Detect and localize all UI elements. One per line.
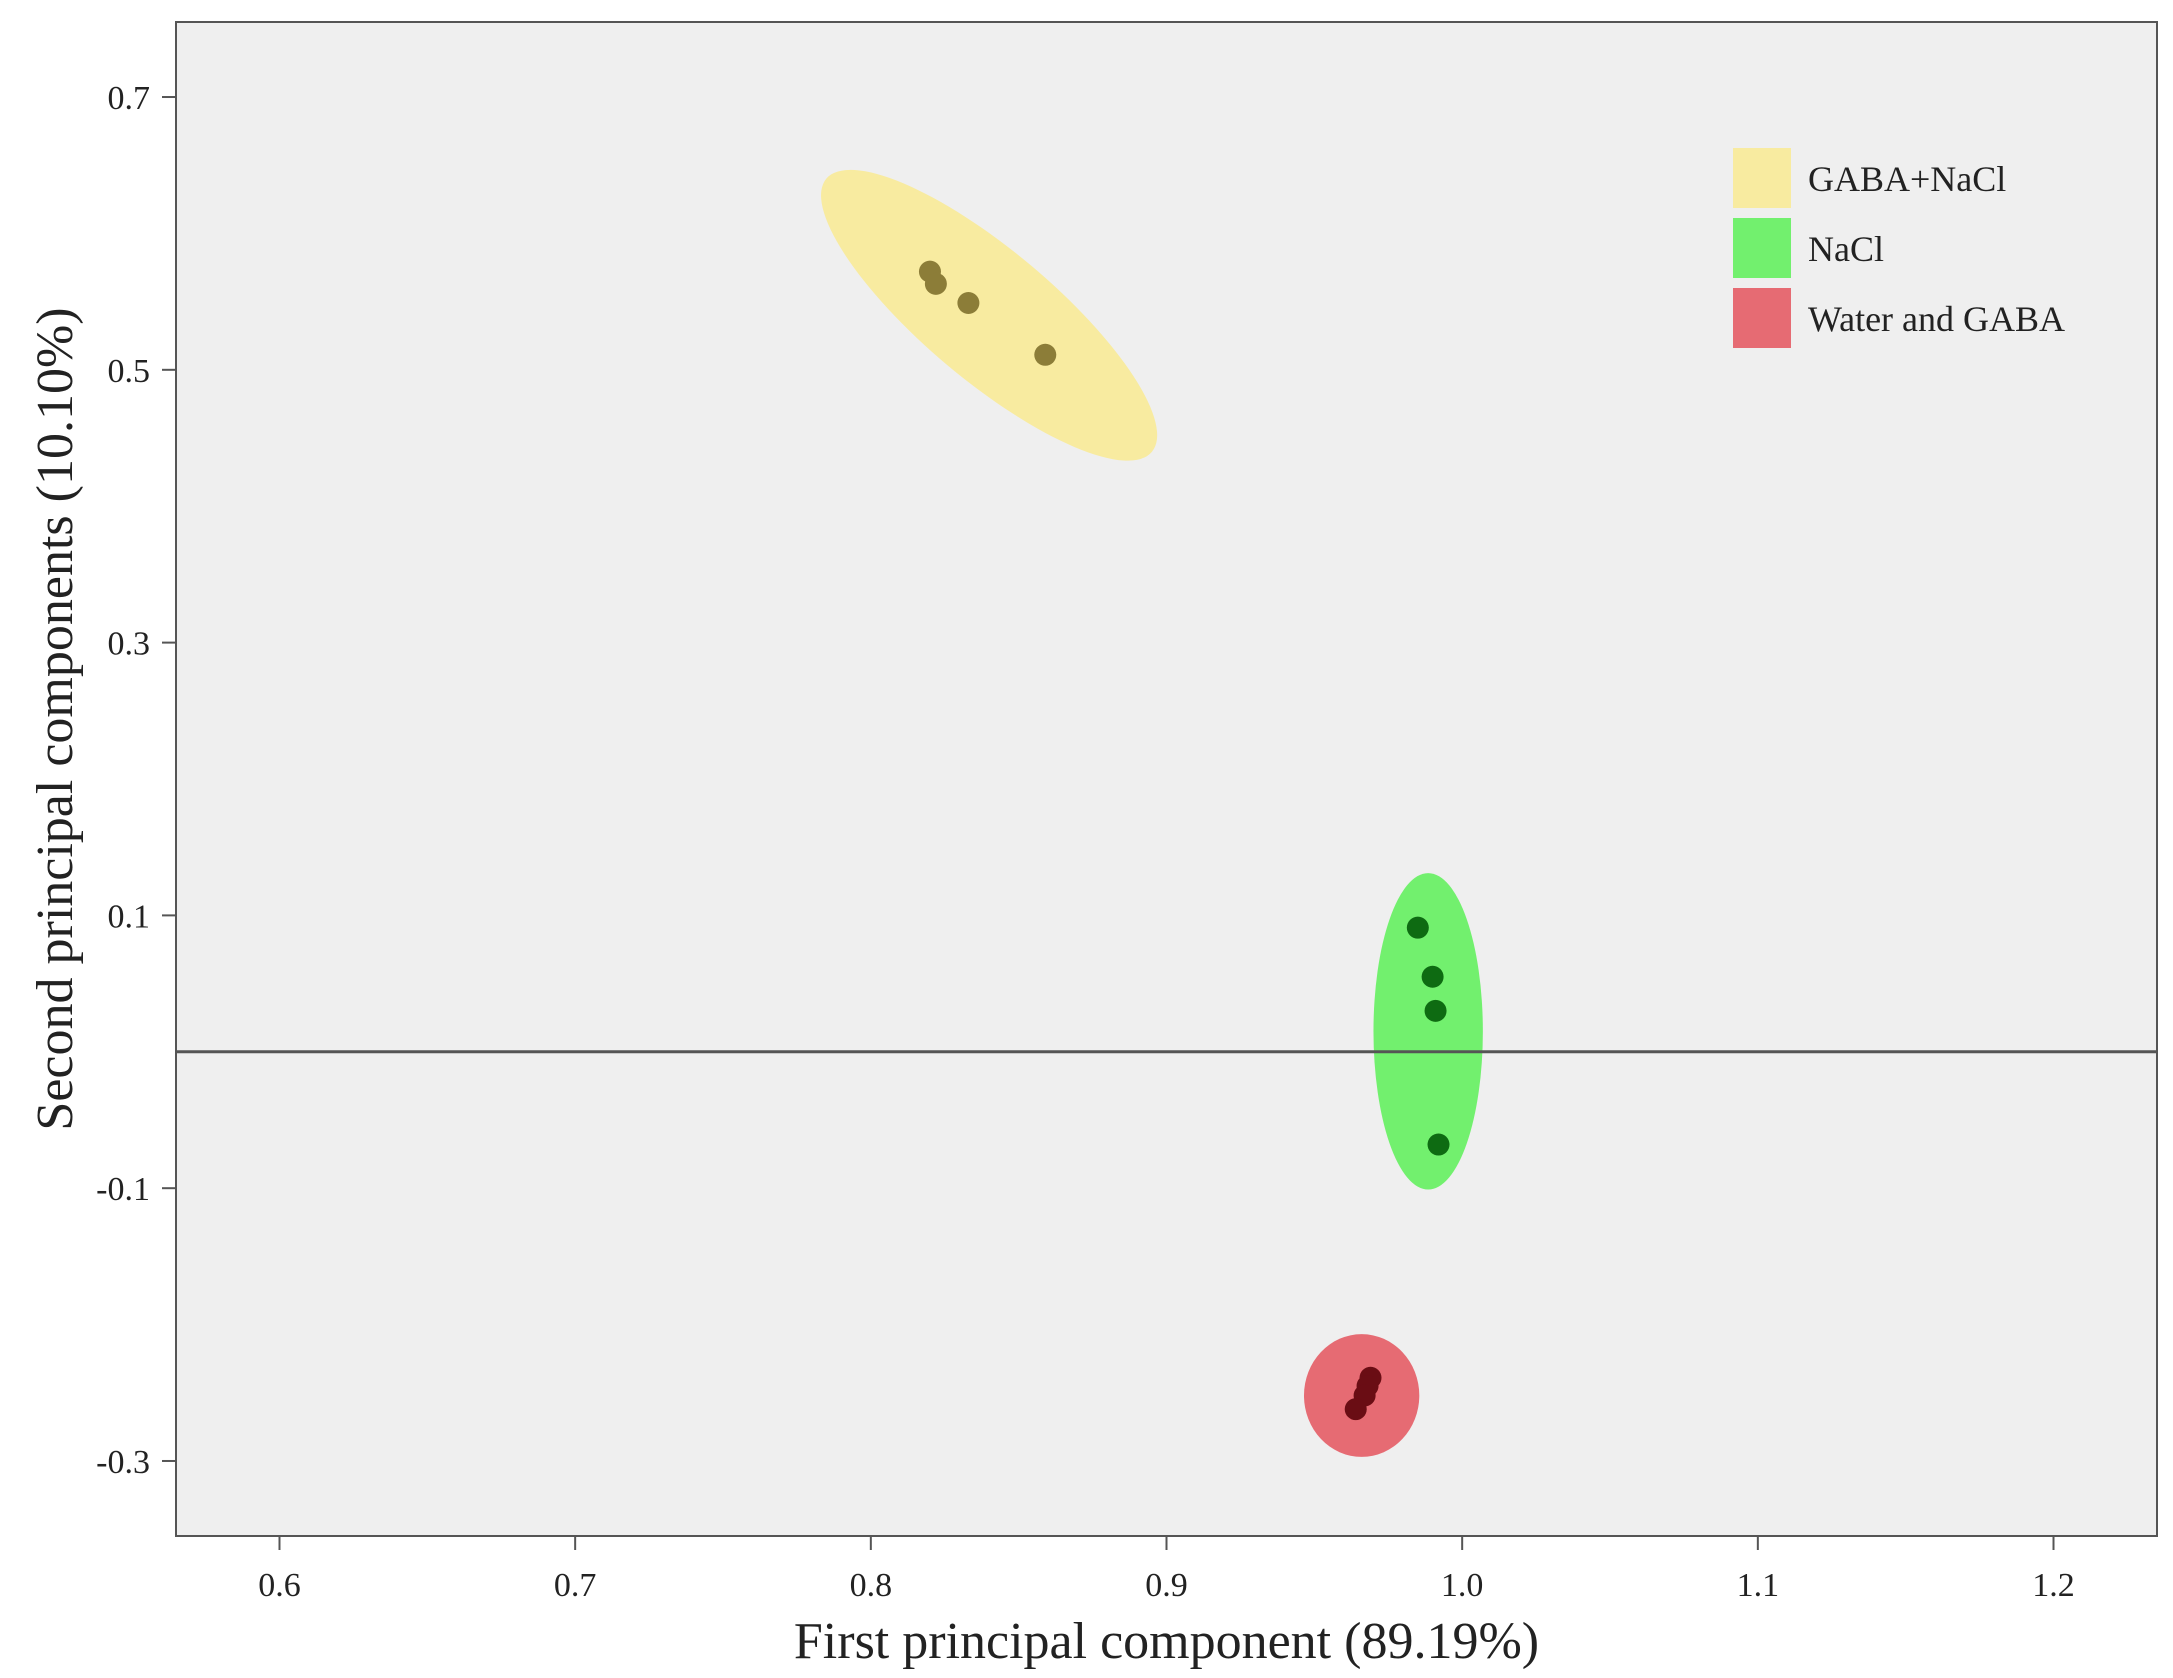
legend-swatch (1733, 288, 1791, 348)
data-point (1421, 965, 1444, 988)
x-tick-label: 1.1 (1737, 1567, 1780, 1604)
x-axis: 0.6 0.7 0.8 0.9 1.0 1.1 1.2 (258, 1536, 2075, 1604)
y-tick-label: 0.3 (108, 626, 151, 663)
y-tick-label: 0.1 (108, 898, 151, 935)
y-tick-label: 0.5 (108, 353, 151, 390)
legend-label: GABA+NaCl (1808, 159, 2006, 199)
data-point (1344, 1398, 1367, 1421)
cluster-ellipse-1 (1373, 873, 1483, 1190)
data-point (924, 272, 947, 295)
y-axis-title: Second principal components (10.10%) (27, 307, 84, 1130)
x-tick-label: 0.6 (258, 1567, 301, 1604)
cluster-ellipses (821, 169, 1483, 1457)
x-tick-label: 1.0 (1441, 1567, 1484, 1604)
data-point (1406, 916, 1429, 939)
data-point (1034, 343, 1057, 366)
x-axis-title: First principal component (89.19%) (794, 1613, 1539, 1670)
cluster-ellipse-0 (821, 169, 1158, 461)
legend: GABA+NaCl NaCl Water and GABA (1733, 148, 2065, 348)
legend-swatch (1733, 218, 1791, 278)
y-tick-label: -0.3 (96, 1444, 150, 1481)
plot-area (176, 22, 2157, 1536)
x-tick-label: 0.7 (554, 1567, 597, 1604)
legend-label: NaCl (1808, 229, 1884, 269)
x-tick-label: 0.9 (1145, 1567, 1188, 1604)
data-point (957, 291, 980, 314)
data-points (918, 260, 1450, 1421)
legend-swatch (1733, 148, 1791, 208)
x-tick-label: 1.2 (2032, 1567, 2075, 1604)
y-tick-label: 0.7 (108, 80, 151, 117)
data-point (1427, 1133, 1450, 1156)
legend-label: Water and GABA (1808, 299, 2065, 339)
data-point (1424, 999, 1447, 1022)
x-tick-label: 0.8 (850, 1567, 893, 1604)
y-tick-label: -0.1 (96, 1171, 150, 1208)
y-axis: 0.7 0.5 0.3 0.1 -0.1 -0.3 (96, 80, 176, 1481)
